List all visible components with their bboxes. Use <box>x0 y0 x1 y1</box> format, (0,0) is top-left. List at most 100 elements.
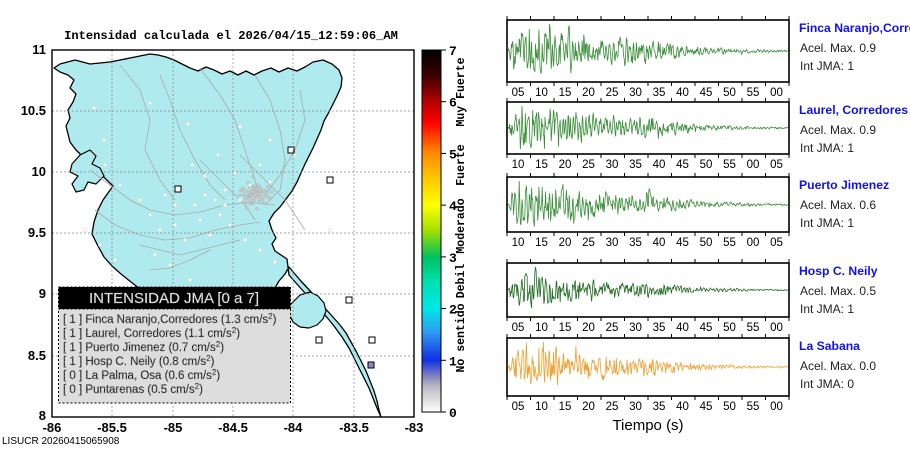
svg-text:50: 50 <box>700 237 713 249</box>
svg-text:Acel. Max. 0.9: Acel. Max. 0.9 <box>800 41 876 55</box>
svg-text:Puerto Jimenez: Puerto Jimenez <box>799 178 889 192</box>
svg-text:30: 30 <box>606 237 619 249</box>
svg-text:50: 50 <box>723 87 736 99</box>
svg-text:[ 1 ] Hosp C. Neily (0.8 cm/s: [ 1 ] Hosp C. Neily (0.8 cm/s2) <box>63 354 215 369</box>
svg-text:[ 0 ] La Palma, Osa (0.6 cm/s: [ 0 ] La Palma, Osa (0.6 cm/s2) <box>63 368 220 383</box>
svg-text:30: 30 <box>629 87 642 99</box>
svg-text:Fuerte: Fuerte <box>455 144 468 186</box>
svg-text:45: 45 <box>676 159 689 171</box>
svg-text:10: 10 <box>512 237 525 249</box>
svg-text:10: 10 <box>535 87 548 99</box>
svg-text:10: 10 <box>512 159 525 171</box>
svg-text:00: 00 <box>747 159 760 171</box>
svg-text:Int JMA: 1: Int JMA: 1 <box>800 59 854 73</box>
svg-text:Debil: Debil <box>455 264 468 299</box>
svg-text:LISUCR 20260415065908: LISUCR 20260415065908 <box>2 436 120 447</box>
svg-text:Finca Naranjo,Corredores: Finca Naranjo,Corredores <box>799 21 910 35</box>
svg-text:40: 40 <box>676 401 689 413</box>
svg-text:Int JMA: 1: Int JMA: 1 <box>800 216 854 230</box>
svg-text:25: 25 <box>582 237 595 249</box>
svg-text:9.5: 9.5 <box>28 225 46 240</box>
svg-text:00: 00 <box>747 237 760 249</box>
svg-text:Moderado: Moderado <box>455 198 468 253</box>
svg-text:05: 05 <box>512 322 525 334</box>
svg-text:Int JMA: 0: Int JMA: 0 <box>800 377 854 391</box>
svg-text:-83: -83 <box>405 420 424 435</box>
svg-text:35: 35 <box>629 237 642 249</box>
svg-text:30: 30 <box>629 322 642 334</box>
svg-text:55: 55 <box>747 87 760 99</box>
svg-text:50: 50 <box>723 401 736 413</box>
svg-text:-85: -85 <box>164 420 183 435</box>
svg-text:10.5: 10.5 <box>21 103 46 118</box>
svg-text:35: 35 <box>653 87 666 99</box>
svg-text:45: 45 <box>700 401 713 413</box>
svg-text:40: 40 <box>676 322 689 334</box>
svg-text:-84: -84 <box>284 420 304 435</box>
svg-text:15: 15 <box>559 322 572 334</box>
svg-text:55: 55 <box>747 401 760 413</box>
svg-text:10: 10 <box>535 322 548 334</box>
svg-text:0: 0 <box>449 406 457 421</box>
svg-text:[ 1 ] Finca Naranjo,Corredore: [ 1 ] Finca Naranjo,Corredores (1.3 cm/s… <box>63 312 277 327</box>
svg-text:Laurel, Corredores: Laurel, Corredores <box>799 103 908 117</box>
svg-text:Hosp C. Neily: Hosp C. Neily <box>799 264 878 278</box>
svg-text:20: 20 <box>582 87 595 99</box>
svg-text:50: 50 <box>723 322 736 334</box>
svg-text:05: 05 <box>512 87 525 99</box>
svg-text:40: 40 <box>653 237 666 249</box>
svg-text:20: 20 <box>559 159 572 171</box>
svg-text:-86: -86 <box>43 420 62 435</box>
svg-text:Acel. Max. 0.9: Acel. Max. 0.9 <box>800 123 876 137</box>
svg-text:05: 05 <box>770 159 783 171</box>
svg-text:-84.5: -84.5 <box>218 420 248 435</box>
svg-text:15: 15 <box>535 237 548 249</box>
svg-text:10: 10 <box>535 401 548 413</box>
svg-text:00: 00 <box>770 401 783 413</box>
svg-text:Int JMA: 1: Int JMA: 1 <box>800 141 854 155</box>
svg-text:9: 9 <box>39 286 46 301</box>
svg-text:No sentido: No sentido <box>455 303 468 372</box>
svg-text:40: 40 <box>653 159 666 171</box>
svg-text:45: 45 <box>700 322 713 334</box>
svg-text:7: 7 <box>449 44 457 59</box>
svg-text:15: 15 <box>559 87 572 99</box>
svg-text:Acel. Max. 0.6: Acel. Max. 0.6 <box>800 198 876 212</box>
svg-text:Int JMA: 1: Int JMA: 1 <box>800 302 854 316</box>
svg-text:25: 25 <box>582 159 595 171</box>
svg-text:00: 00 <box>770 87 783 99</box>
svg-text:10: 10 <box>32 164 46 179</box>
svg-text:[ 1 ] Laurel, Corredores (1.1: [ 1 ] Laurel, Corredores (1.1 cm/s2) <box>63 326 240 341</box>
svg-text:[ 1 ] Puerto Jimenez (0.7 cm/: [ 1 ] Puerto Jimenez (0.7 cm/s2) <box>63 340 224 355</box>
svg-text:[ 0 ] Puntarenas (0.5 cm/s2): [ 0 ] Puntarenas (0.5 cm/s2) <box>63 382 203 397</box>
svg-text:15: 15 <box>535 159 548 171</box>
svg-text:55: 55 <box>747 322 760 334</box>
svg-text:25: 25 <box>606 87 619 99</box>
svg-text:45: 45 <box>700 87 713 99</box>
svg-text:55: 55 <box>723 159 736 171</box>
svg-text:30: 30 <box>606 159 619 171</box>
svg-text:-85.5: -85.5 <box>97 420 127 435</box>
svg-text:05: 05 <box>770 237 783 249</box>
svg-text:30: 30 <box>629 401 642 413</box>
svg-text:25: 25 <box>606 322 619 334</box>
svg-text:11: 11 <box>32 42 46 57</box>
svg-text:55: 55 <box>723 237 736 249</box>
svg-text:40: 40 <box>676 87 689 99</box>
svg-text:05: 05 <box>512 401 525 413</box>
svg-text:45: 45 <box>676 237 689 249</box>
svg-text:Muy Fuerte: Muy Fuerte <box>455 57 468 126</box>
svg-text:Intensidad calculada el 2026/0: Intensidad calculada el 2026/04/15_12:59… <box>64 29 398 43</box>
svg-text:15: 15 <box>559 401 572 413</box>
svg-text:50: 50 <box>700 159 713 171</box>
svg-text:35: 35 <box>653 401 666 413</box>
svg-text:La Sabana: La Sabana <box>799 339 860 353</box>
svg-text:25: 25 <box>606 401 619 413</box>
svg-text:35: 35 <box>629 159 642 171</box>
svg-text:Tiempo (s): Tiempo (s) <box>612 417 683 434</box>
svg-text:Acel. Max. 0.0: Acel. Max. 0.0 <box>800 359 876 373</box>
svg-text:35: 35 <box>653 322 666 334</box>
svg-text:00: 00 <box>770 322 783 334</box>
svg-text:-83.5: -83.5 <box>339 420 369 435</box>
svg-text:20: 20 <box>582 322 595 334</box>
